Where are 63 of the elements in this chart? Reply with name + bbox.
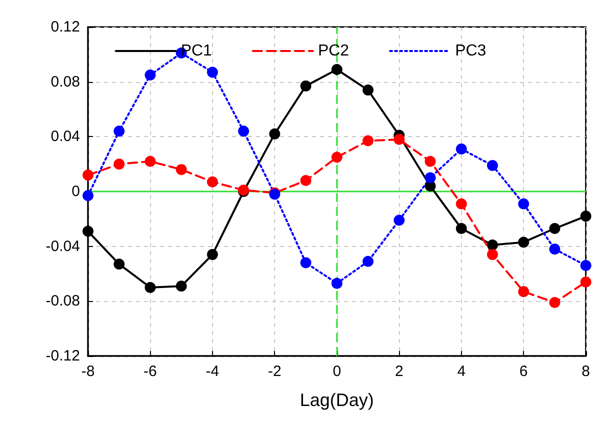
point <box>82 190 94 202</box>
point <box>486 160 498 171</box>
point <box>424 172 436 184</box>
point <box>549 223 560 234</box>
point <box>486 249 498 260</box>
point <box>176 164 187 176</box>
legend-label: PC3 <box>455 42 486 60</box>
point <box>114 158 125 170</box>
x-tick-label: -8 <box>81 363 95 380</box>
point <box>331 152 342 163</box>
x-axis-title: Lag(Day) <box>300 390 374 410</box>
point <box>176 280 187 292</box>
point <box>331 278 342 289</box>
point <box>331 64 342 75</box>
point <box>549 244 560 255</box>
point <box>518 198 530 210</box>
point <box>580 210 592 222</box>
y-tick-label: 0.04 <box>50 128 80 146</box>
point <box>144 282 156 293</box>
point <box>486 239 498 250</box>
point <box>394 134 405 145</box>
point <box>394 214 405 226</box>
x-tick-label: -6 <box>144 363 157 380</box>
point <box>518 286 530 298</box>
point <box>456 223 467 234</box>
x-tick-label: 4 <box>457 363 466 380</box>
point <box>206 176 218 188</box>
point <box>456 144 467 154</box>
y-tick-label: 0 <box>72 183 80 200</box>
point <box>549 297 560 308</box>
point <box>206 66 218 78</box>
point <box>300 257 312 268</box>
point <box>300 175 312 186</box>
point <box>362 135 374 146</box>
point <box>144 69 156 80</box>
x-tick-label: 0 <box>332 363 342 380</box>
x-tick-label: -2 <box>268 363 282 380</box>
point <box>82 226 94 237</box>
x-tick-label: 6 <box>519 363 528 380</box>
point <box>580 276 592 288</box>
point <box>114 126 125 137</box>
point <box>362 256 374 267</box>
point <box>580 260 592 272</box>
point <box>518 236 530 248</box>
legend-label: PC2 <box>318 42 350 60</box>
x-tick-label: -4 <box>206 363 220 380</box>
point <box>82 170 94 181</box>
y-tick-label: -0.08 <box>46 292 80 310</box>
y-tick-label: -0.12 <box>46 348 80 364</box>
point <box>238 126 250 137</box>
point <box>362 84 374 96</box>
y-tick-label: 0.08 <box>50 73 80 90</box>
point <box>114 258 125 270</box>
point <box>144 156 156 167</box>
x-tick-label: 2 <box>394 363 404 380</box>
point <box>269 128 280 140</box>
point <box>424 156 436 167</box>
point <box>300 80 312 92</box>
point <box>206 249 218 260</box>
y-tick-label: -0.04 <box>46 238 80 255</box>
y-tick-label: 0.12 <box>50 18 80 36</box>
x-tick-label: 8 <box>582 363 590 380</box>
point <box>456 198 467 210</box>
